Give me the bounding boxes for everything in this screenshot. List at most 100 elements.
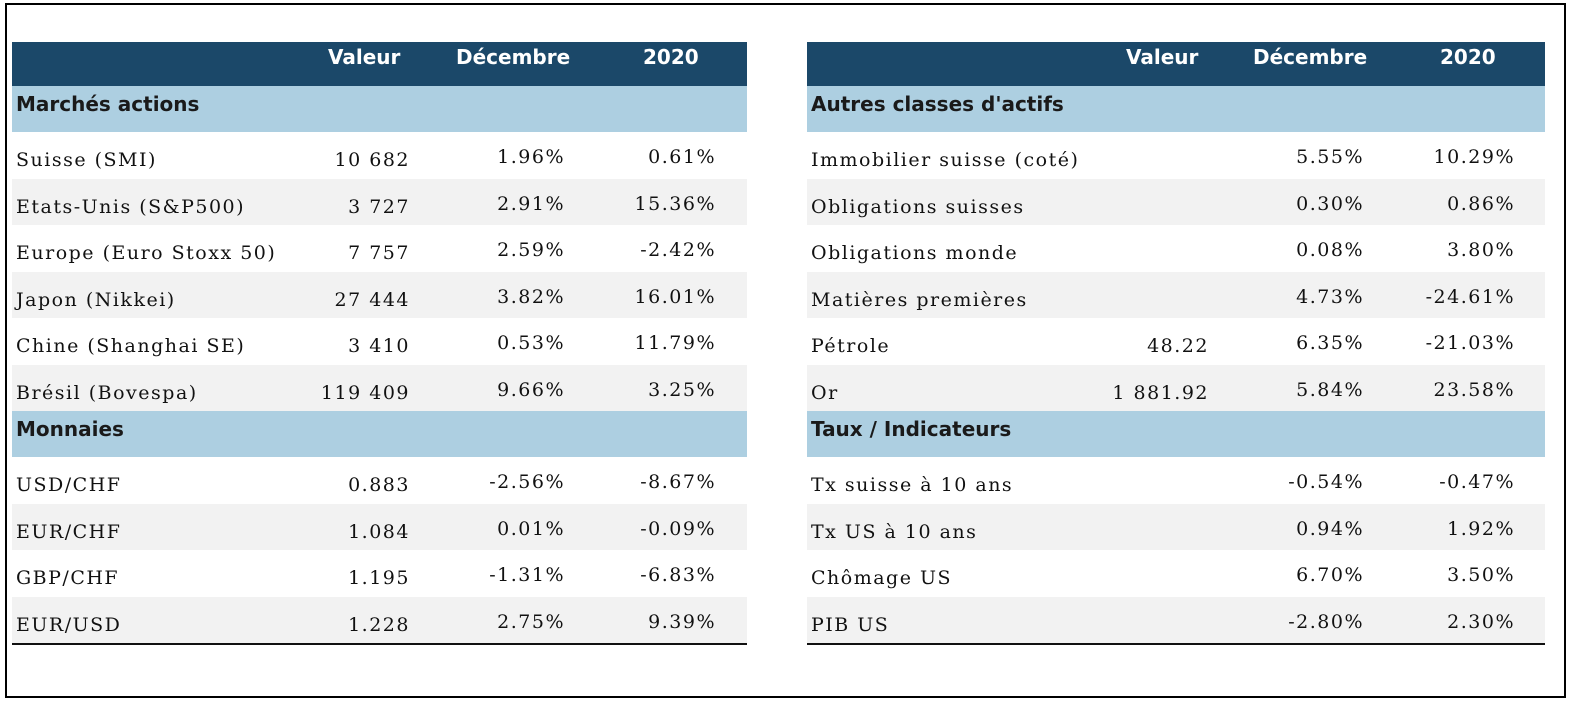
row-label: Obligations monde: [811, 242, 1019, 264]
cell-decembre: -2.56%: [489, 471, 565, 493]
cell-valeur: 1 881.92: [1112, 381, 1209, 404]
cell-decembre: 6.35%: [1296, 332, 1364, 354]
table-row: EUR/USD 1.228 2.75% 9.39%: [12, 596, 747, 643]
left-table: Valeur Décembre 2020 Marchés actions Suis…: [12, 42, 747, 645]
table-row: USD/CHF 0.883 -2.56% -8.67%: [12, 457, 747, 504]
cell-valeur: 3 727: [348, 195, 410, 218]
row-label: Suisse (SMI): [16, 149, 157, 171]
cell-annee: -2.42%: [640, 239, 716, 261]
table-row: Tx suisse à 10 ans -0.54% -0.47%: [807, 457, 1545, 504]
cell-annee: 16.01%: [634, 285, 716, 308]
row-label: EUR/USD: [16, 613, 122, 636]
table-row: Obligations monde 0.08% 3.80%: [807, 225, 1545, 272]
header-valeur: Valeur: [1126, 45, 1199, 69]
cell-decembre: 0.94%: [1296, 517, 1364, 540]
cell-decembre: 6.70%: [1296, 564, 1364, 586]
row-label: Matières premières: [811, 288, 1028, 311]
cell-decembre: -0.54%: [1288, 471, 1364, 493]
cell-valeur: 119 409: [320, 381, 410, 404]
row-label: USD/CHF: [16, 474, 122, 496]
cell-annee: 0.86%: [1447, 192, 1515, 215]
cell-valeur: 7 757: [348, 242, 410, 264]
cell-annee: 11.79%: [634, 332, 716, 354]
section-title: Taux / Indicateurs: [811, 417, 1012, 441]
cell-decembre: 1.96%: [497, 146, 565, 168]
section-title: Marchés actions: [16, 92, 200, 116]
cell-annee: -6.83%: [640, 564, 716, 586]
cell-decembre: 0.30%: [1296, 192, 1364, 215]
cell-decembre: -1.31%: [489, 564, 565, 586]
cell-annee: 3.80%: [1447, 239, 1515, 261]
cell-annee: 15.36%: [634, 192, 716, 215]
row-label: Immobilier suisse (coté): [811, 149, 1080, 171]
table-body: Autres classes d'actifs Immobilier suisse…: [807, 86, 1545, 643]
table-row: Chine (Shanghai SE) 3 410 0.53% 11.79%: [12, 318, 747, 365]
table-row: Suisse (SMI) 10 682 1.96% 0.61%: [12, 132, 747, 179]
table-row: Tx US à 10 ans 0.94% 1.92%: [807, 503, 1545, 550]
table-row: Or 1 881.92 5.84% 23.58%: [807, 364, 1545, 411]
row-label: EUR/CHF: [16, 520, 122, 543]
table-row: Obligations suisses 0.30% 0.86%: [807, 178, 1545, 225]
cell-decembre: 2.59%: [497, 239, 565, 261]
cell-annee: 2.30%: [1447, 610, 1515, 633]
cell-decembre: 4.73%: [1296, 285, 1364, 308]
section-header: Taux / Indicateurs: [807, 411, 1545, 457]
section-header: Autres classes d'actifs: [807, 86, 1545, 132]
cell-annee: -8.67%: [640, 471, 716, 493]
cell-annee: 3.25%: [648, 378, 716, 401]
cell-decembre: 5.84%: [1296, 378, 1364, 401]
cell-valeur: 0.883: [348, 474, 410, 496]
row-label: Obligations suisses: [811, 195, 1025, 218]
cell-annee: -0.09%: [640, 517, 716, 540]
cell-valeur: 10 682: [334, 149, 410, 171]
section-header: Monnaies: [12, 411, 747, 457]
row-label: Brésil (Bovespa): [16, 381, 198, 404]
cell-annee: 10.29%: [1433, 146, 1515, 168]
cell-annee: 1.92%: [1447, 517, 1515, 540]
cell-valeur: 48.22: [1147, 335, 1209, 357]
cell-valeur: 1.195: [348, 567, 410, 589]
table-body: Marchés actions Suisse (SMI) 10 682 1.96% 0.…: [12, 86, 747, 643]
header-annee: 2020: [1440, 45, 1496, 69]
header-annee: 2020: [643, 45, 699, 69]
cell-annee: -24.61%: [1425, 285, 1515, 308]
cell-annee: -0.47%: [1439, 471, 1515, 493]
cell-valeur: 3 410: [348, 335, 410, 357]
table-row: Matières premières 4.73% -24.61%: [807, 271, 1545, 318]
cell-decembre: 5.55%: [1296, 146, 1364, 168]
cell-annee: 3.50%: [1447, 564, 1515, 586]
cell-decembre: 0.53%: [497, 332, 565, 354]
right-table: Valeur Décembre 2020 Autres classes d'ac…: [807, 42, 1545, 645]
cell-valeur: 1.228: [348, 613, 410, 636]
table-row: Brésil (Bovespa) 119 409 9.66% 3.25%: [12, 364, 747, 411]
section-title: Autres classes d'actifs: [811, 92, 1064, 116]
row-label: Or: [811, 381, 839, 404]
table-bottom-rule: [12, 643, 747, 645]
table-bottom-rule: [807, 643, 1545, 645]
row-label: Japon (Nikkei): [16, 288, 176, 311]
cell-decembre: 3.82%: [497, 285, 565, 308]
cell-annee: 0.61%: [648, 146, 716, 168]
table-row: EUR/CHF 1.084 0.01% -0.09%: [12, 503, 747, 550]
table-row: Immobilier suisse (coté) 5.55% 10.29%: [807, 132, 1545, 179]
cell-annee: 23.58%: [1433, 378, 1515, 401]
page-frame: [5, 3, 1566, 698]
cell-annee: -21.03%: [1425, 332, 1515, 354]
table-row: Chômage US 6.70% 3.50%: [807, 550, 1545, 597]
row-label: Chine (Shanghai SE): [16, 335, 246, 357]
section-header: Marchés actions: [12, 86, 747, 132]
header-decembre: Décembre: [456, 45, 571, 69]
header-decembre: Décembre: [1253, 45, 1368, 69]
row-label: Pétrole: [811, 335, 891, 357]
table-row: PIB US -2.80% 2.30%: [807, 596, 1545, 643]
row-label: Tx suisse à 10 ans: [811, 474, 1014, 496]
cell-decembre: 0.01%: [497, 517, 565, 540]
table-row: Japon (Nikkei) 27 444 3.82% 16.01%: [12, 271, 747, 318]
row-label: PIB US: [811, 613, 890, 636]
row-label: Etats-Unis (S&P500): [16, 195, 246, 218]
row-label: Tx US à 10 ans: [811, 520, 978, 543]
cell-annee: 9.39%: [648, 610, 716, 633]
cell-decembre: 2.75%: [497, 610, 565, 633]
cell-valeur: 1.084: [348, 520, 410, 543]
table-row: Etats-Unis (S&P500) 3 727 2.91% 15.36%: [12, 178, 747, 225]
